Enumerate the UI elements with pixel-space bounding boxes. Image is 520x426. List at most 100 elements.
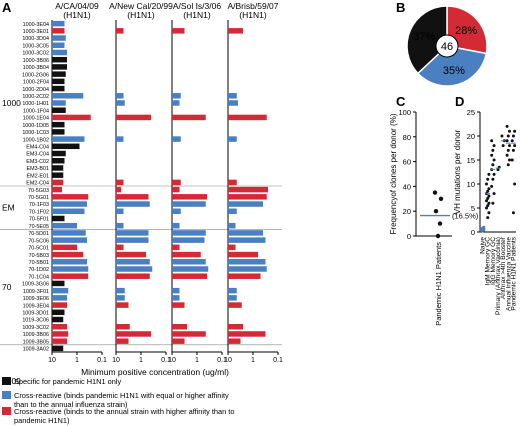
data-point [492,144,496,148]
bar [52,302,67,308]
x-tick-label: 10 [224,357,232,364]
data-point [487,201,491,205]
row-label: 1000-3D04 [22,36,49,42]
row-label: 1009-3D01 [22,311,49,317]
data-point [486,204,490,208]
bar [116,93,124,99]
bar [116,266,153,272]
data-point [507,129,511,133]
legend-text: than to the annual influenza strain) [14,400,127,409]
data-point [492,158,496,162]
bar [172,222,180,229]
row-label: 70-5C06 [28,238,49,244]
x-tick-label: 1 [75,357,79,364]
bar [116,273,150,279]
data-point [511,148,515,152]
data-point [491,163,495,167]
data-point [486,189,490,193]
row-label: 1009-3F01 [23,289,49,295]
x-category-label: IgG Memory GC [490,237,497,285]
bar [228,100,238,106]
row-label: 1000-3B04 [23,65,49,71]
x-tick-label: 0.1 [273,357,283,364]
row-label: 70-5B01 [29,260,49,266]
row-label: 70-5D01 [28,231,49,237]
pie-center-hole [435,34,459,58]
data-point [510,158,514,162]
pie-slice [406,5,448,75]
row-label: 1000-3C05 [22,43,49,49]
y-tick-label: 10 [467,180,475,189]
data-point [438,196,444,201]
bar [228,287,237,294]
bar [172,28,185,34]
row-label: 1009-3B05 [23,339,49,345]
row-label: 1000-1B02 [23,137,49,143]
bar [116,295,125,301]
data-point [506,163,510,167]
data-point [510,139,514,143]
y-tick-label: 80 [403,133,411,142]
data-point [490,139,494,143]
legend-swatch [2,377,11,385]
bar [228,323,243,330]
bar [52,107,66,113]
row-label: 70-5E05 [29,224,49,230]
bar [52,266,89,272]
bar [172,259,206,265]
bar [116,251,146,258]
column-subtitle: (H1N1) [239,10,267,20]
row-label: 1009-3G06 [22,282,49,288]
bar [52,35,66,41]
bar [172,323,187,330]
y-tick-label: 0 [471,228,475,237]
row-label: 70-1F02 [29,209,49,215]
bar [116,201,150,207]
row-label: EM2-C04 [26,181,49,187]
bar [116,208,124,215]
row-label: 1009-3C02 [22,325,49,331]
bar [228,237,266,243]
bar [52,93,84,99]
panel-c-letter: C [396,94,406,109]
bar [52,71,66,77]
bar [172,273,207,279]
bar [52,331,69,337]
bar [52,64,67,70]
data-point [485,199,489,203]
row-label: 1009-3E06 [23,296,49,302]
pie-slice-label: 35% [443,65,465,77]
x-category-label: Pandemic H1N1 Patients [434,242,443,326]
data-point [485,206,489,210]
legend-swatch [2,407,11,415]
panel-b-letter: B [396,0,405,15]
row-label: EM3-C04 [26,152,49,158]
bar [52,121,65,128]
bar [228,302,242,308]
bar [172,186,180,193]
column-subtitle: (H1N1) [183,10,211,20]
panel-d-scatter: 0 5 10 15 20 25 VH mutations per donor NaiveIgM… [453,108,517,315]
x-category-label: IgM Memory GC [485,237,492,286]
data-point [437,221,443,226]
row-label: 1000-3B06 [23,58,49,64]
bar [116,136,124,142]
row-label: EM3-C02 [26,159,49,165]
column-title: A/New Cal/20/99 [109,1,173,11]
bar [172,114,206,121]
bar [116,244,124,251]
data-point [435,233,441,239]
data-point [491,148,495,152]
bar [172,100,180,106]
bar [52,222,77,229]
row-label: 1000-1D05 [22,123,49,129]
bar [116,179,124,186]
bar [172,266,209,272]
x-tick-label: 0.1 [97,357,107,364]
bar [172,208,181,215]
legend: Specific for pandemic H1N1 only Cross-rea… [2,377,234,425]
bar [228,230,263,236]
bar [116,259,150,265]
bar [116,302,129,308]
panel-b-pie-chart: 28% 35% 37% 46 [406,5,488,87]
